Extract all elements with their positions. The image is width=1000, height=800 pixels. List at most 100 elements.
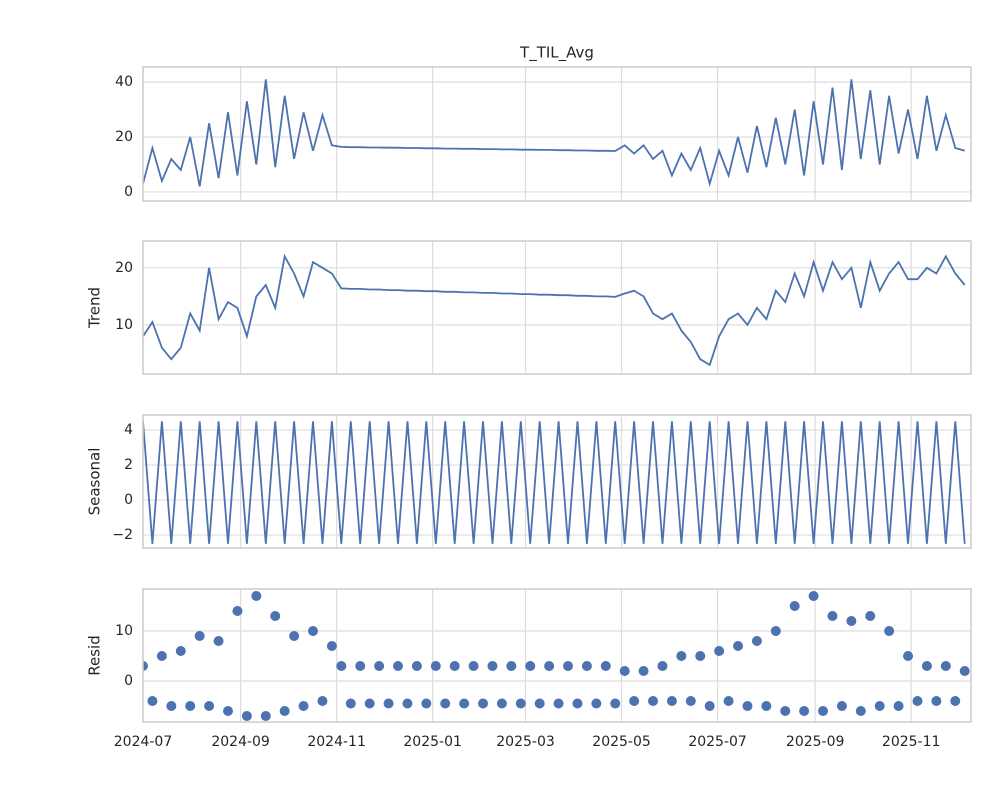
point [147, 696, 158, 706]
x-tick-label: 2024-11 [307, 734, 366, 750]
y-tick-label: 20 [115, 129, 133, 145]
point [846, 616, 857, 626]
point [279, 706, 290, 716]
point [836, 701, 847, 711]
point [629, 696, 640, 706]
point [194, 631, 205, 641]
y-tick-label: 10 [115, 623, 133, 639]
point [185, 701, 196, 711]
point [364, 698, 375, 709]
y-axis-label: Seasonal [86, 448, 104, 516]
point [563, 661, 574, 671]
point [770, 626, 781, 636]
point [676, 651, 687, 661]
point [449, 661, 460, 671]
point [865, 611, 876, 621]
point [411, 661, 422, 671]
point [591, 698, 602, 709]
point [525, 661, 536, 671]
axes-frame [142, 588, 972, 723]
axes-frame [142, 66, 972, 202]
point [317, 696, 328, 706]
x-tick-label: 2025-11 [882, 734, 941, 750]
panel-title: T_TIL_Avg [519, 44, 594, 63]
y-tick-label: 4 [124, 422, 133, 438]
point [931, 696, 942, 706]
point [666, 696, 677, 706]
y-tick-label: 0 [124, 492, 133, 508]
point [572, 698, 583, 709]
point [251, 591, 262, 601]
point [733, 641, 744, 651]
point [223, 706, 234, 716]
x-tick-label: 2025-09 [786, 734, 845, 750]
point [232, 606, 243, 616]
point [940, 661, 951, 671]
point [393, 661, 404, 671]
point [496, 698, 507, 709]
point [345, 698, 356, 709]
point [808, 591, 819, 601]
line [143, 253, 966, 367]
point [610, 698, 621, 709]
point [270, 611, 281, 621]
x-tick-label: 2025-07 [688, 734, 747, 750]
point [704, 701, 715, 711]
point [818, 706, 829, 716]
line [143, 79, 965, 188]
point [950, 696, 961, 706]
y-tick-label: 40 [115, 74, 133, 90]
point [789, 601, 800, 611]
point [421, 698, 432, 709]
point [383, 698, 394, 709]
point [506, 661, 517, 671]
y-axis-label: Resid [86, 635, 104, 675]
point [695, 651, 706, 661]
point [478, 698, 489, 709]
point [648, 696, 659, 706]
point [298, 701, 309, 711]
point [751, 636, 762, 646]
x-tick-label: 2025-05 [592, 734, 651, 750]
point [143, 661, 148, 671]
x-tick-label: 2024-07 [114, 734, 173, 750]
point [685, 696, 696, 706]
point [260, 711, 271, 721]
x-tick-label: 2024-09 [211, 734, 270, 750]
y-tick-label: 10 [115, 317, 133, 333]
point [440, 698, 451, 709]
point [241, 711, 252, 721]
point [581, 661, 592, 671]
point [402, 698, 413, 709]
axes-frame [142, 240, 972, 375]
y-tick-label: 2 [124, 457, 133, 473]
point [326, 641, 337, 651]
point [374, 661, 385, 671]
point [657, 661, 668, 671]
point [761, 701, 772, 711]
point [515, 698, 526, 709]
point [204, 701, 215, 711]
point [893, 701, 904, 711]
point [175, 646, 186, 656]
point [855, 706, 866, 716]
point [553, 698, 564, 709]
point [742, 701, 753, 711]
point [544, 661, 555, 671]
point [468, 661, 479, 671]
y-tick-label: −2 [112, 527, 133, 543]
axes-frame [142, 414, 972, 549]
point [336, 661, 347, 671]
point [156, 651, 167, 661]
point [534, 698, 545, 709]
point [166, 701, 177, 711]
y-axis-label: Trend [86, 287, 104, 329]
point [884, 626, 895, 636]
y-tick-label: 20 [115, 260, 133, 276]
point [799, 706, 810, 716]
point [827, 611, 838, 621]
x-tick-label: 2025-01 [403, 734, 462, 750]
point [714, 646, 725, 656]
point [912, 696, 923, 706]
